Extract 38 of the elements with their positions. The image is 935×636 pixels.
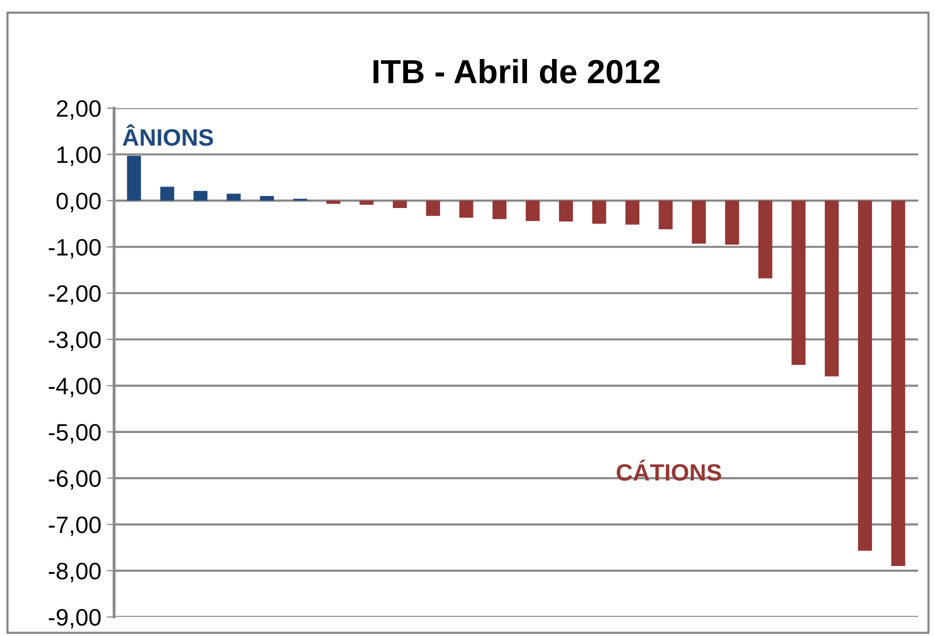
y-tick-label: -3,00	[48, 331, 101, 351]
bar	[426, 200, 440, 216]
bar	[625, 200, 640, 225]
bar	[891, 200, 906, 566]
bar	[360, 200, 374, 205]
annotation: ÂNIONS	[122, 124, 214, 146]
bar	[260, 196, 274, 201]
bar	[592, 200, 606, 224]
y-tick-label: 2,00	[56, 100, 101, 120]
bar	[758, 200, 772, 278]
bar	[824, 200, 839, 376]
y-tick-label: -9,00	[48, 608, 101, 628]
bar	[658, 200, 673, 230]
bar	[193, 190, 208, 201]
bar	[392, 200, 407, 208]
bar	[558, 200, 573, 222]
bar	[459, 200, 474, 218]
bar	[160, 186, 174, 201]
bar	[326, 200, 340, 204]
bar	[226, 194, 241, 201]
y-tick-label: -6,00	[48, 470, 101, 490]
y-tick-label: -8,00	[48, 562, 101, 582]
y-tick-label: 1,00	[57, 146, 101, 166]
bar	[858, 200, 872, 551]
bar	[526, 200, 540, 221]
chart-title: ITB - Abril de 2012	[374, 58, 660, 84]
bar	[692, 200, 706, 244]
y-tick-label: 0,00	[56, 192, 101, 212]
y-tick-label: -7,00	[48, 516, 101, 536]
y-tick-label: -1,00	[48, 238, 101, 258]
annotation: CÁTIONS	[616, 460, 722, 481]
bar	[792, 200, 806, 365]
y-tick-label: -4,00	[48, 378, 101, 398]
y-tick-label: -5,00	[48, 424, 101, 444]
bar	[725, 200, 740, 245]
bar	[127, 156, 141, 201]
bar	[492, 200, 506, 220]
y-tick-label: -2,00	[48, 285, 101, 305]
